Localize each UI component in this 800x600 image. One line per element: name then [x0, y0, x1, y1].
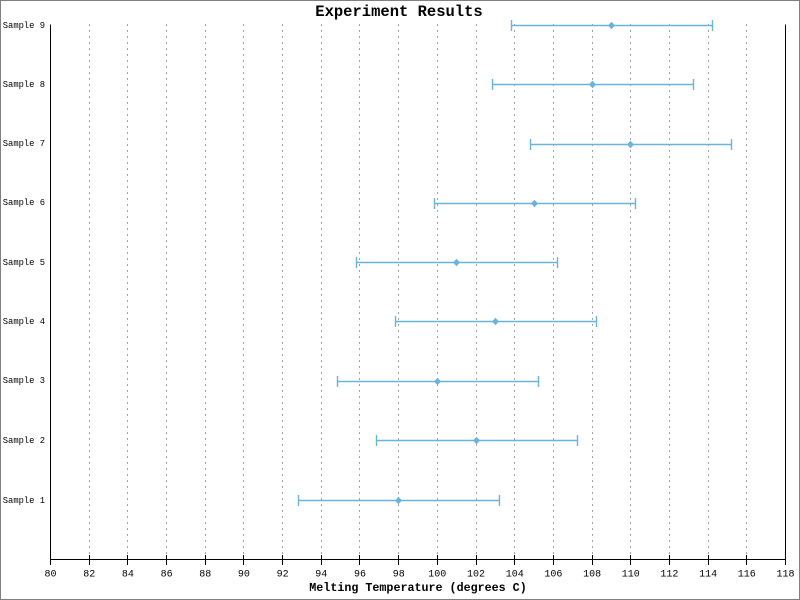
svg-text:Sample 5: Sample 5	[3, 258, 45, 268]
svg-text:82: 82	[83, 570, 95, 581]
svg-text:96: 96	[354, 570, 366, 581]
svg-text:Sample 3: Sample 3	[3, 376, 45, 386]
svg-text:106: 106	[544, 570, 562, 581]
svg-text:90: 90	[238, 570, 250, 581]
svg-text:Experiment Results: Experiment Results	[315, 3, 482, 21]
svg-text:98: 98	[393, 570, 405, 581]
svg-text:100: 100	[428, 570, 446, 581]
svg-text:80: 80	[44, 570, 56, 581]
svg-text:Sample 9: Sample 9	[3, 21, 45, 31]
svg-text:92: 92	[277, 570, 289, 581]
svg-text:88: 88	[199, 570, 211, 581]
svg-text:86: 86	[161, 570, 173, 581]
svg-text:Sample 7: Sample 7	[3, 139, 45, 149]
svg-text:Sample 4: Sample 4	[3, 317, 45, 327]
svg-text:84: 84	[122, 570, 134, 581]
svg-text:118: 118	[776, 570, 794, 581]
svg-text:Melting Temperature (degrees C: Melting Temperature (degrees C)	[309, 581, 526, 595]
svg-text:108: 108	[583, 570, 601, 581]
svg-text:112: 112	[660, 570, 678, 581]
svg-text:Sample 1: Sample 1	[3, 496, 45, 506]
svg-text:114: 114	[699, 570, 717, 581]
svg-text:102: 102	[467, 570, 485, 581]
svg-text:110: 110	[622, 570, 640, 581]
svg-text:Sample 8: Sample 8	[3, 80, 45, 90]
svg-text:116: 116	[738, 570, 756, 581]
svg-text:104: 104	[506, 570, 524, 581]
svg-text:94: 94	[315, 570, 327, 581]
svg-text:Sample 2: Sample 2	[3, 436, 45, 446]
svg-text:Sample 6: Sample 6	[3, 198, 45, 208]
